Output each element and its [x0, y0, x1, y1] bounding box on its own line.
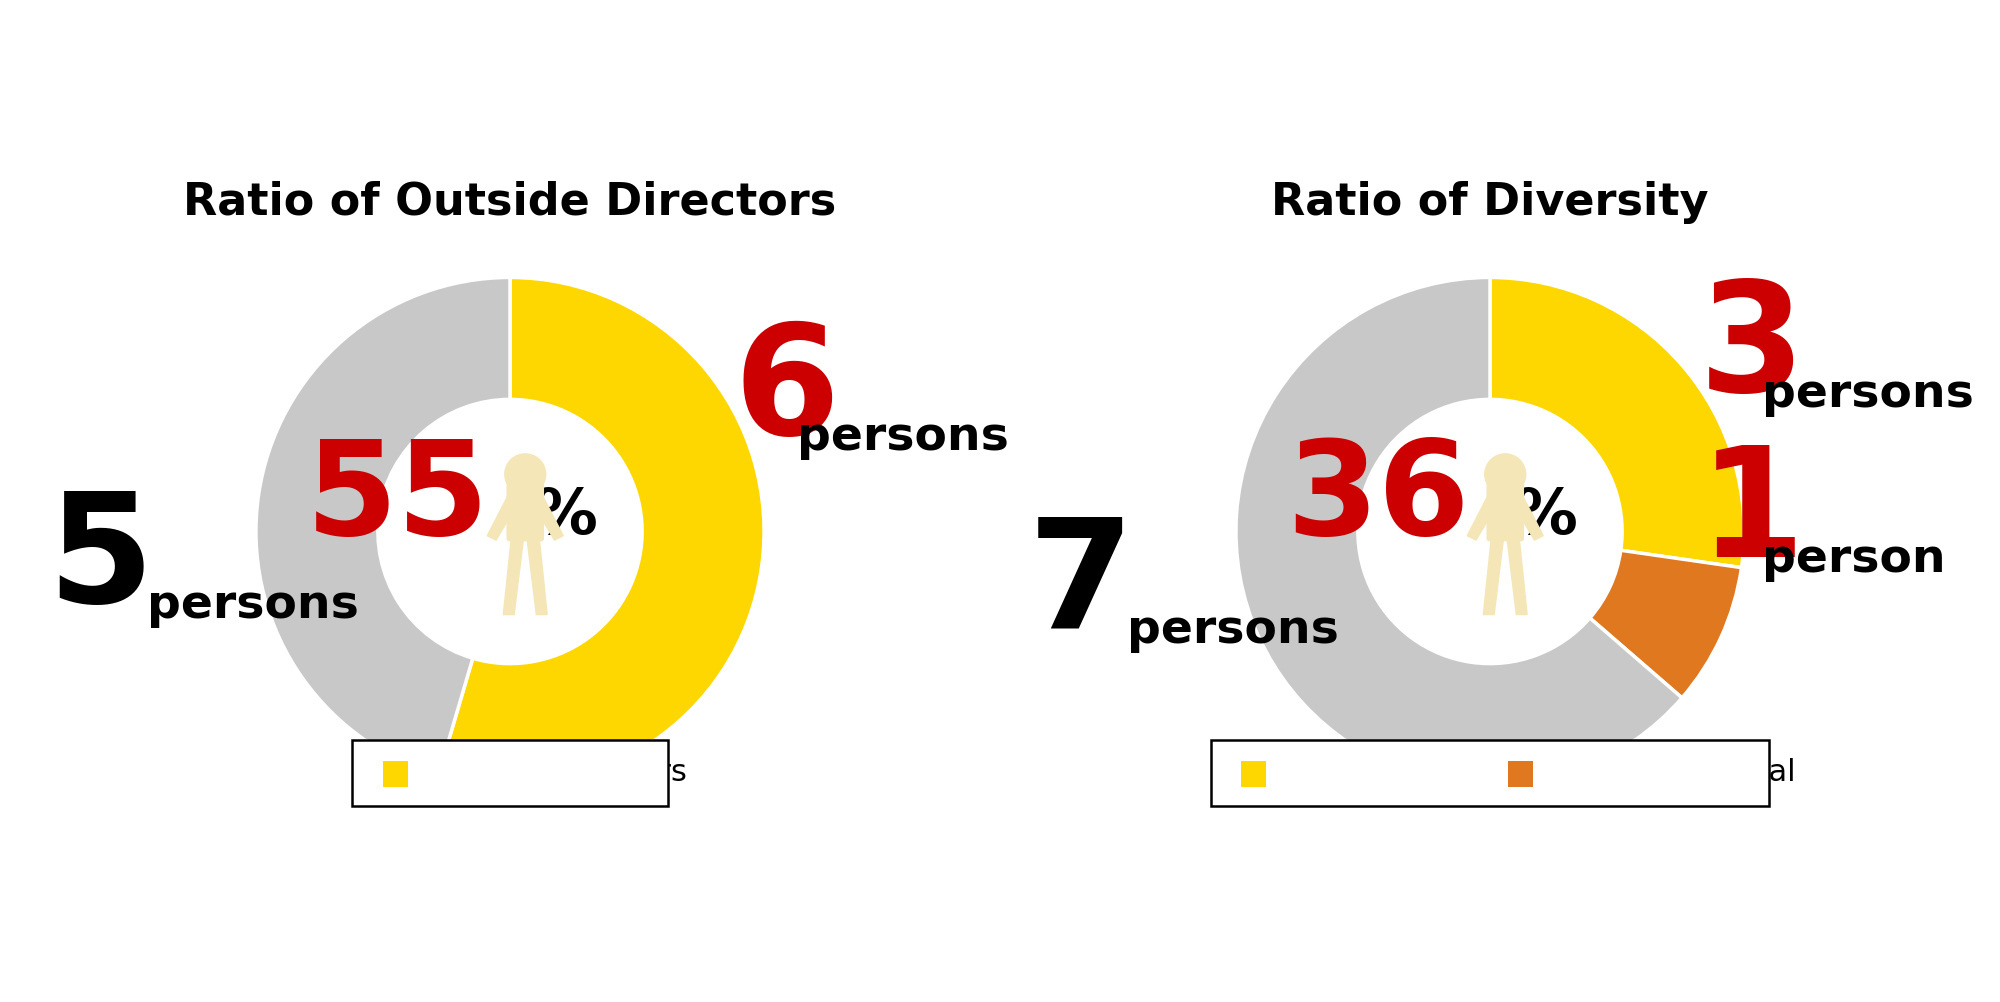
Polygon shape [1468, 493, 1498, 540]
Circle shape [504, 454, 546, 495]
Polygon shape [504, 539, 524, 614]
FancyBboxPatch shape [508, 484, 544, 541]
FancyBboxPatch shape [1242, 762, 1266, 787]
Polygon shape [1484, 539, 1504, 614]
Text: %: % [1514, 485, 1578, 547]
FancyBboxPatch shape [1210, 739, 1770, 806]
Text: 3: 3 [1698, 275, 1804, 424]
Text: 36: 36 [1286, 435, 1470, 562]
Circle shape [1484, 454, 1526, 495]
Text: Foreign National: Foreign National [1546, 759, 1796, 788]
Text: persons: persons [798, 415, 1008, 460]
FancyBboxPatch shape [1508, 762, 1534, 787]
Wedge shape [438, 278, 764, 786]
Polygon shape [1512, 493, 1544, 540]
Text: person: person [1762, 537, 1946, 582]
Text: %: % [534, 485, 598, 547]
Text: 5: 5 [48, 486, 154, 634]
Text: 7: 7 [1028, 511, 1134, 660]
Circle shape [378, 400, 642, 663]
Text: persons: persons [146, 583, 358, 628]
Text: Ratio of Outside Directors: Ratio of Outside Directors [184, 181, 836, 223]
Text: 1: 1 [1698, 440, 1804, 589]
Wedge shape [1590, 550, 1742, 697]
Text: 6: 6 [734, 318, 840, 467]
FancyBboxPatch shape [352, 739, 668, 806]
Text: Ratio of Diversity: Ratio of Diversity [1272, 181, 1708, 223]
Wedge shape [1236, 278, 1682, 786]
Polygon shape [1506, 539, 1528, 614]
Text: persons: persons [1762, 372, 1974, 417]
Text: persons: persons [1126, 608, 1338, 653]
Text: 55: 55 [306, 435, 490, 562]
Wedge shape [1490, 278, 1744, 568]
Polygon shape [488, 493, 518, 540]
FancyBboxPatch shape [382, 762, 408, 787]
FancyBboxPatch shape [1488, 484, 1524, 541]
Polygon shape [532, 493, 564, 540]
Wedge shape [256, 278, 510, 776]
Circle shape [1358, 400, 1622, 663]
Text: Outside Directors: Outside Directors [422, 759, 686, 788]
Text: Female Director: Female Director [1280, 759, 1522, 788]
Polygon shape [526, 539, 548, 614]
